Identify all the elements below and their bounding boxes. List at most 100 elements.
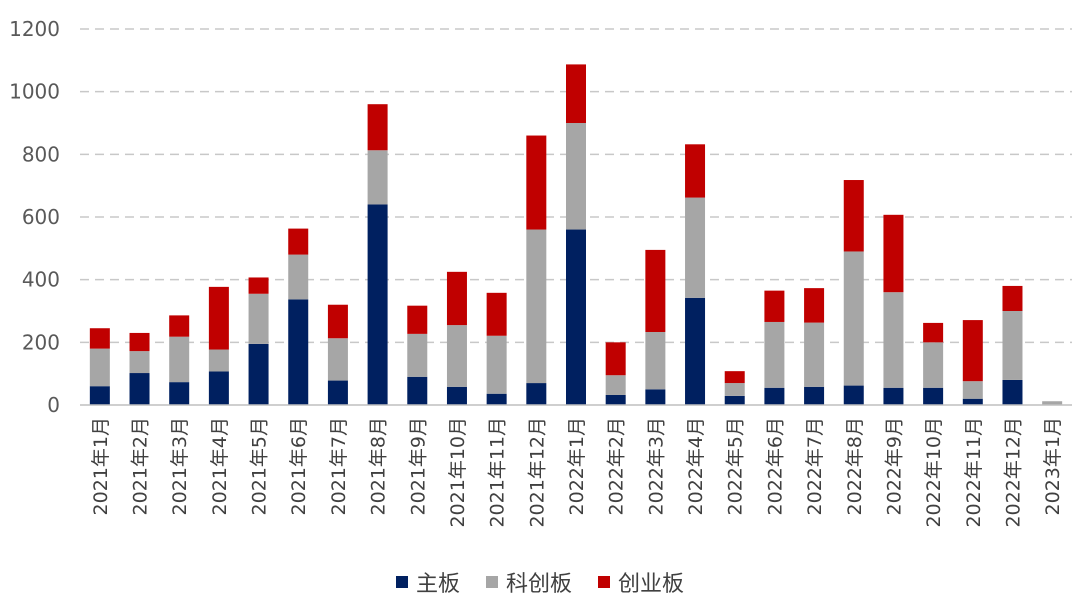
bar-segment-main-board (407, 376, 428, 405)
x-tick-label: 2022年5月 (725, 417, 747, 515)
bar-segment-main-board (566, 229, 586, 405)
bar-segment-star-market (962, 381, 983, 399)
bar-segment-main-board (367, 204, 388, 405)
x-tick-label: 2021年8月 (368, 417, 390, 515)
x-tick-label: 2021年11月 (487, 417, 509, 528)
bar-segment-main-board (208, 371, 229, 405)
x-tick-label: 2022年2月 (606, 417, 628, 515)
bar-segment-main-board (962, 398, 983, 405)
bar-segment-star-market (89, 348, 110, 387)
bar-segment-star-market (764, 321, 785, 388)
bar-segment-chinext (208, 286, 229, 350)
bar-segment-chinext (169, 315, 190, 337)
bar-segment-star-market (169, 336, 190, 383)
x-tick-label: 2022年9月 (883, 417, 905, 515)
bar-segment-chinext (407, 305, 428, 334)
bar-segment-main-board (89, 386, 110, 405)
bar-segment-main-board (486, 393, 507, 405)
bar-segment-main-board (1002, 379, 1023, 405)
legend: 主板 科创板 创业板 (0, 565, 1080, 599)
bar-segment-chinext (526, 135, 547, 230)
bar-segment-star-market (526, 229, 547, 384)
bar-segment-chinext (288, 228, 309, 255)
bar-segment-main-board (883, 387, 904, 405)
bar-segment-chinext (764, 290, 785, 322)
y-tick-label: 1200 (9, 17, 60, 41)
bar-segment-chinext (962, 320, 983, 382)
x-tick-label: 2022年7月 (804, 417, 826, 515)
bar-segment-chinext (645, 249, 666, 332)
bar-segment-main-board (248, 343, 269, 405)
x-tick-label: 2022年1月 (566, 417, 588, 515)
bar-segment-star-market (645, 331, 666, 390)
x-tick-label: 2021年3月 (169, 417, 191, 515)
bar-segment-main-board (804, 386, 825, 405)
bar-segment-chinext (327, 304, 348, 339)
bar-segment-star-market (486, 335, 507, 394)
bar-segment-main-board (288, 299, 309, 405)
legend-swatch-star-market (485, 576, 498, 588)
bar-segment-chinext (843, 180, 864, 252)
x-tick-label: 2022年12月 (1002, 417, 1024, 528)
x-tick-label: 2022年10月 (923, 417, 945, 528)
bar-segment-main-board (645, 389, 666, 405)
bar-segment-main-board (327, 380, 348, 405)
legend-swatch-chinext (598, 576, 610, 588)
legend-item-chinext: 创业板 (598, 566, 684, 598)
x-tick-label: 2022年11月 (963, 417, 985, 528)
legend-label-main-board: 主板 (415, 572, 460, 597)
bar-segment-main-board (169, 382, 190, 405)
bar-segment-star-market (1002, 311, 1023, 380)
bar-segment-chinext (605, 342, 626, 376)
bar-segment-chinext (367, 104, 388, 151)
bar-segment-chinext (248, 277, 269, 294)
bar-segment-main-board (923, 387, 944, 405)
bar-segment-chinext (883, 214, 904, 293)
bar-segment-main-board (605, 394, 626, 405)
bar-segment-chinext (724, 371, 745, 384)
y-tick-label: 0 (47, 393, 60, 417)
bar-segment-star-market (407, 333, 428, 377)
bar-segment-chinext (566, 64, 586, 123)
x-tick-label: 2021年5月 (249, 417, 271, 515)
legend-item-main-board: 主板 (395, 566, 460, 598)
bar-segment-main-board (764, 387, 785, 405)
bar-segment-main-board (724, 395, 745, 405)
bar-segment-star-market (804, 322, 825, 387)
x-tick-label: 2022年8月 (844, 417, 866, 515)
bar-segment-chinext (129, 332, 150, 352)
y-tick-label: 200 (22, 330, 60, 354)
stacked-bar-chart: 0 200 400 600 800 1000 1200 2021年1月 2021年2月 2021年… (9, 17, 1072, 528)
x-tick-label: 2021年10月 (447, 417, 469, 528)
legend-swatch-main-board (395, 576, 408, 588)
bar-segment-main-board (526, 383, 547, 405)
bar-segment-chinext (923, 322, 944, 343)
bar-segment-chinext (1002, 285, 1023, 311)
x-tick-label: 2021年6月 (288, 417, 310, 515)
bar-segment-chinext (486, 292, 507, 336)
bar-segment-main-board (843, 385, 864, 405)
x-tick-label: 2021年12月 (526, 417, 548, 528)
bar-segment-chinext (446, 271, 467, 326)
bar-segment-chinext (89, 328, 110, 349)
bar-segment-star-market (129, 351, 150, 374)
bar-segment-star-market (724, 383, 745, 396)
x-tick-label: 2021年1月 (90, 417, 112, 515)
bar-segment-star-market (327, 338, 348, 381)
bar-segment-star-market (566, 123, 586, 230)
bar-segment-star-market (923, 342, 944, 388)
bar-segment-main-board (129, 373, 150, 405)
bar-segment-main-board (685, 297, 706, 405)
y-tick-label: 600 (22, 205, 60, 229)
bar-segment-chinext (685, 144, 706, 198)
y-tick-label: 1000 (9, 80, 60, 104)
y-tick-label: 800 (22, 142, 60, 166)
x-tick-label: 2023年1月 (1042, 417, 1064, 515)
bar-segment-star-market (605, 375, 626, 395)
bar-segment-star-market (843, 251, 864, 386)
bar-segment-star-market (208, 349, 229, 372)
x-tick-label: 2021年4月 (209, 417, 231, 515)
x-tick-label: 2021年2月 (130, 417, 152, 515)
legend-item-star-market: 科创板 (485, 566, 572, 598)
bar-segment-chinext (804, 288, 825, 323)
